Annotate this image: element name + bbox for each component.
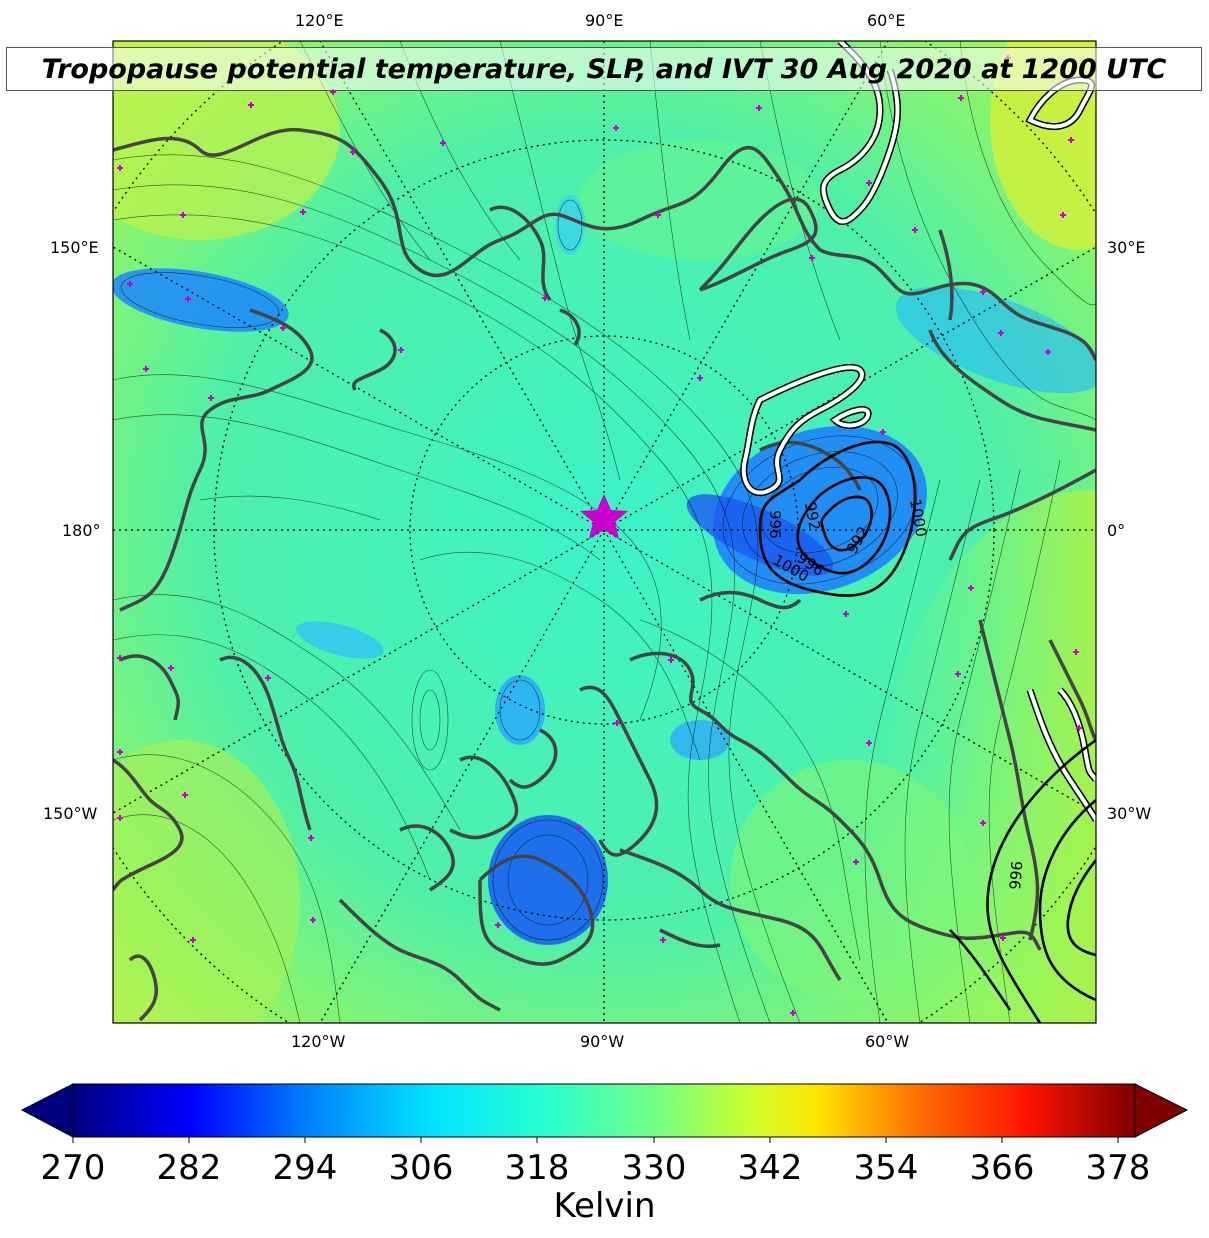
title-box: Tropopause potential temperature, SLP, a… — [6, 47, 1202, 91]
colorbar-tick: 366 — [969, 1148, 1035, 1188]
colorbar-tick: 294 — [272, 1148, 338, 1188]
map-title: Tropopause potential temperature, SLP, a… — [41, 53, 1167, 85]
star-marker — [580, 494, 628, 539]
map-frame — [112, 40, 1097, 1024]
colorbar-tick: 330 — [621, 1148, 687, 1188]
lon-label-right-1: 30°E — [1107, 238, 1146, 257]
lon-label-left-2: 180° — [62, 521, 101, 540]
lon-label-left-3: 150°W — [43, 804, 98, 823]
lon-label-right-3: 30°W — [1107, 804, 1152, 823]
slp-label: 996 — [766, 510, 784, 539]
colorbar-label: Kelvin — [553, 1186, 656, 1226]
slp-contours — [758, 440, 1096, 1023]
slp-label: 992 — [801, 501, 824, 532]
lon-label-bottom-1: 120°W — [291, 1032, 346, 1051]
lon-label-top-2: 90°E — [585, 11, 624, 30]
lon-label-top-3: 60°E — [867, 11, 906, 30]
station-markers — [117, 55, 1082, 1016]
lon-label-top-1: 120°E — [295, 11, 344, 30]
colorbar — [20, 1083, 1189, 1143]
lon-label-left-1: 150°E — [50, 238, 99, 257]
lon-label-right-2: 0° — [1107, 521, 1126, 540]
lon-label-bottom-3: 60°W — [865, 1032, 910, 1051]
colorbar-tick: 342 — [737, 1148, 803, 1188]
colorbar-tick: 354 — [853, 1148, 919, 1188]
map-panel — [113, 41, 1096, 1023]
lon-label-bottom-2: 90°W — [580, 1032, 625, 1051]
colorbar-tick: 318 — [504, 1148, 570, 1188]
colorbar-tick: 282 — [156, 1148, 222, 1188]
slp-label: 996 — [1006, 860, 1026, 890]
colorbar-tick: 378 — [1085, 1148, 1151, 1188]
colorbar-tick: 270 — [40, 1148, 106, 1188]
coastlines — [113, 127, 1096, 1022]
colorbar-tick: 306 — [388, 1148, 454, 1188]
